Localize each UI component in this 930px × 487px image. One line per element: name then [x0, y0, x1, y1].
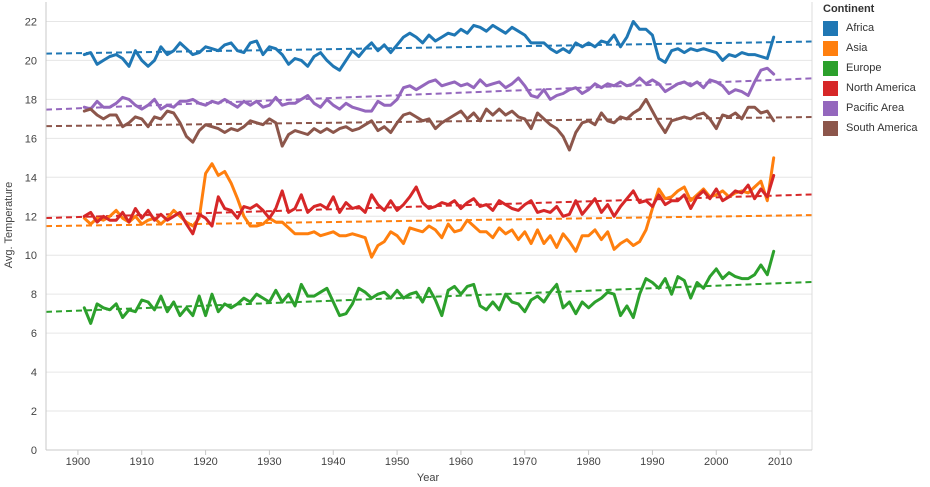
x-tick-label: 2010: [768, 456, 792, 468]
x-tick-label: 1920: [193, 456, 217, 468]
trend-line-pacific-area: [45, 77, 813, 111]
legend-swatch: [823, 100, 838, 116]
y-tick-label: 20: [25, 55, 37, 67]
legend-label: Asia: [846, 42, 868, 54]
legend-label: Europe: [846, 62, 882, 74]
series-lines: [82, 20, 776, 325]
legend-item-south-america[interactable]: South America: [823, 118, 928, 138]
series-line-south-america: [82, 97, 776, 152]
axes: 0 2 4 6 8 10 12 14 16 18 20 22 1900 1910 1920 1930 1940 1…: [25, 2, 813, 468]
series-line-europe: [82, 249, 776, 325]
y-axis-title: Avg. Temperature: [3, 182, 15, 268]
x-tick-label: 1980: [576, 456, 600, 468]
x-tick-label: 1930: [257, 456, 281, 468]
trend-line-africa: [45, 40, 813, 55]
legend-swatch: [823, 20, 838, 36]
series-line-africa: [82, 20, 776, 72]
legend-item-north-america[interactable]: North America: [823, 78, 928, 98]
legend: Continent Africa Asia Europe North America P…: [823, 2, 928, 138]
y-tick-label: 8: [31, 289, 37, 301]
grid-lines: [46, 20, 812, 451]
legend-label: North America: [846, 82, 916, 94]
y-tick-label: 2: [31, 406, 37, 418]
x-tick-label: 1900: [66, 456, 90, 468]
trend-line-north-america: [45, 193, 813, 220]
x-tick-label: 1910: [130, 456, 154, 468]
legend-item-africa[interactable]: Africa: [823, 18, 928, 38]
legend-item-europe[interactable]: Europe: [823, 58, 928, 78]
y-tick-label: 18: [25, 94, 37, 106]
x-tick-label: 1940: [321, 456, 345, 468]
y-tick-label: 0: [31, 445, 37, 457]
trend-line-asia: [45, 214, 813, 228]
legend-item-asia[interactable]: Asia: [823, 38, 928, 58]
y-tick-label: 4: [31, 367, 37, 379]
legend-label: Pacific Area: [846, 102, 905, 114]
y-tick-label: 6: [31, 328, 37, 340]
x-axis-title: Year: [417, 472, 440, 484]
x-tick-label: 1990: [640, 456, 664, 468]
legend-swatch: [823, 40, 838, 56]
trend-line-europe: [45, 280, 813, 313]
legend-swatch: [823, 60, 838, 76]
legend-label: Africa: [846, 22, 875, 34]
line-chart: 0 2 4 6 8 10 12 14 16 18 20 22 1900 1910 1920 1930 1940 1…: [3, 2, 813, 484]
x-tick-label: 1970: [513, 456, 537, 468]
legend-swatch: [823, 80, 838, 96]
legend-title: Continent: [823, 3, 875, 15]
series-line-pacific-area: [82, 66, 776, 113]
legend-items: Africa Asia Europe North America Pacific Are…: [823, 18, 928, 138]
series-line-north-america: [82, 173, 776, 236]
legend-item-pacific-area[interactable]: Pacific Area: [823, 98, 928, 118]
legend-swatch: [823, 120, 838, 136]
y-tick-label: 12: [25, 211, 37, 223]
y-tick-label: 22: [25, 16, 37, 28]
y-tick-label: 10: [25, 250, 37, 262]
x-tick-label: 1950: [385, 456, 409, 468]
legend-label: South America: [846, 122, 918, 134]
y-tick-label: 14: [25, 172, 37, 184]
x-tick-label: 2000: [704, 456, 728, 468]
y-tick-label: 16: [25, 133, 37, 145]
x-tick-label: 1960: [449, 456, 473, 468]
